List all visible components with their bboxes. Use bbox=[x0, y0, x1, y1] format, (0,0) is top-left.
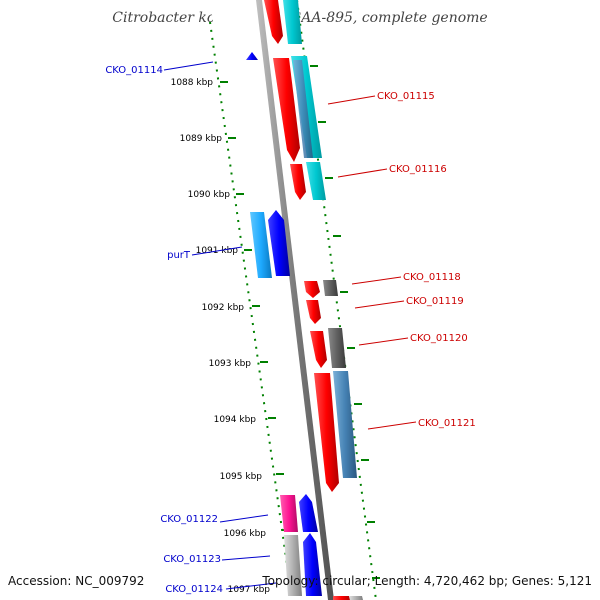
gene-label-cko-01121[interactable]: CKO_01121 bbox=[418, 418, 476, 429]
gene-arrow[interactable] bbox=[303, 533, 322, 596]
inner-ring bbox=[209, 21, 293, 600]
gene-labels: CKO_01114 CKO_01115 CKO_01116 purT CKO_0… bbox=[105, 65, 475, 595]
leader-line bbox=[219, 514, 269, 523]
leader-line bbox=[221, 555, 271, 561]
gene-arrow[interactable] bbox=[314, 373, 339, 492]
gene-label-purt[interactable]: purT bbox=[167, 250, 191, 261]
feature-block[interactable] bbox=[283, 0, 302, 44]
gene-label-cko-01122[interactable]: CKO_01122 bbox=[160, 514, 218, 525]
leader-line bbox=[163, 61, 214, 71]
gene-arrow[interactable] bbox=[304, 281, 320, 298]
leader-line bbox=[351, 276, 402, 285]
tick-label: 1097 kbp bbox=[228, 585, 271, 595]
tick-label: 1092 kbp bbox=[202, 303, 245, 313]
gene-arrow[interactable] bbox=[290, 164, 306, 200]
tick-label: 1093 kbp bbox=[209, 359, 252, 369]
leader-lines bbox=[163, 61, 417, 590]
leader-line bbox=[337, 168, 388, 178]
gene-arrow[interactable] bbox=[299, 494, 318, 532]
tick-label: 1096 kbp bbox=[224, 529, 267, 539]
feature-block[interactable] bbox=[250, 212, 272, 278]
leader-line bbox=[358, 337, 409, 346]
leader-line bbox=[367, 421, 417, 430]
feature-block[interactable] bbox=[284, 535, 302, 596]
gene-arrow[interactable] bbox=[246, 52, 258, 60]
gene-label-cko-01119[interactable]: CKO_01119 bbox=[406, 296, 464, 307]
feature-block[interactable] bbox=[333, 371, 357, 478]
gene-arrow[interactable] bbox=[306, 300, 321, 324]
gene-label-cko-01120[interactable]: CKO_01120 bbox=[410, 333, 468, 344]
feature-block[interactable] bbox=[323, 280, 338, 296]
gene-label-cko-01124[interactable]: CKO_01124 bbox=[165, 584, 223, 595]
leader-line bbox=[191, 246, 243, 256]
reverse-genes bbox=[246, 52, 322, 596]
gene-label-cko-01118[interactable]: CKO_01118 bbox=[403, 272, 461, 283]
feature-block[interactable] bbox=[306, 162, 326, 200]
forward-genes bbox=[264, 0, 350, 600]
feature-block[interactable] bbox=[293, 60, 313, 158]
gene-label-cko-01123[interactable]: CKO_01123 bbox=[163, 554, 221, 565]
topology-text: Topology: circular; Length: 4,720,462 bp… bbox=[262, 574, 592, 588]
accession-text: Accession: NC_009792 bbox=[8, 574, 145, 588]
leader-line bbox=[225, 582, 277, 590]
tick-label: 1094 kbp bbox=[214, 415, 257, 425]
forward-features bbox=[283, 0, 363, 600]
gene-label-cko-01116[interactable]: CKO_01116 bbox=[389, 164, 447, 175]
gene-arrow[interactable] bbox=[333, 596, 350, 600]
tick-label: 1089 kbp bbox=[180, 134, 223, 144]
gene-label-cko-01115[interactable]: CKO_01115 bbox=[377, 91, 435, 102]
genome-backbone bbox=[256, 0, 334, 600]
tick-label: 1088 kbp bbox=[171, 78, 214, 88]
feature-block[interactable] bbox=[328, 328, 346, 368]
gene-arrow[interactable] bbox=[273, 58, 300, 162]
feature-block[interactable] bbox=[349, 596, 363, 600]
tick-label: 1095 kbp bbox=[220, 472, 263, 482]
gene-arrow[interactable] bbox=[264, 0, 283, 44]
leader-line bbox=[327, 95, 376, 105]
gene-arrow[interactable] bbox=[268, 210, 290, 276]
gene-arrow[interactable] bbox=[310, 331, 327, 368]
feature-block[interactable] bbox=[280, 495, 298, 532]
tick-label: 1090 kbp bbox=[188, 190, 231, 200]
gene-label-cko-01114[interactable]: CKO_01114 bbox=[105, 65, 163, 76]
outer-ring bbox=[296, 0, 377, 600]
leader-line bbox=[354, 300, 405, 309]
